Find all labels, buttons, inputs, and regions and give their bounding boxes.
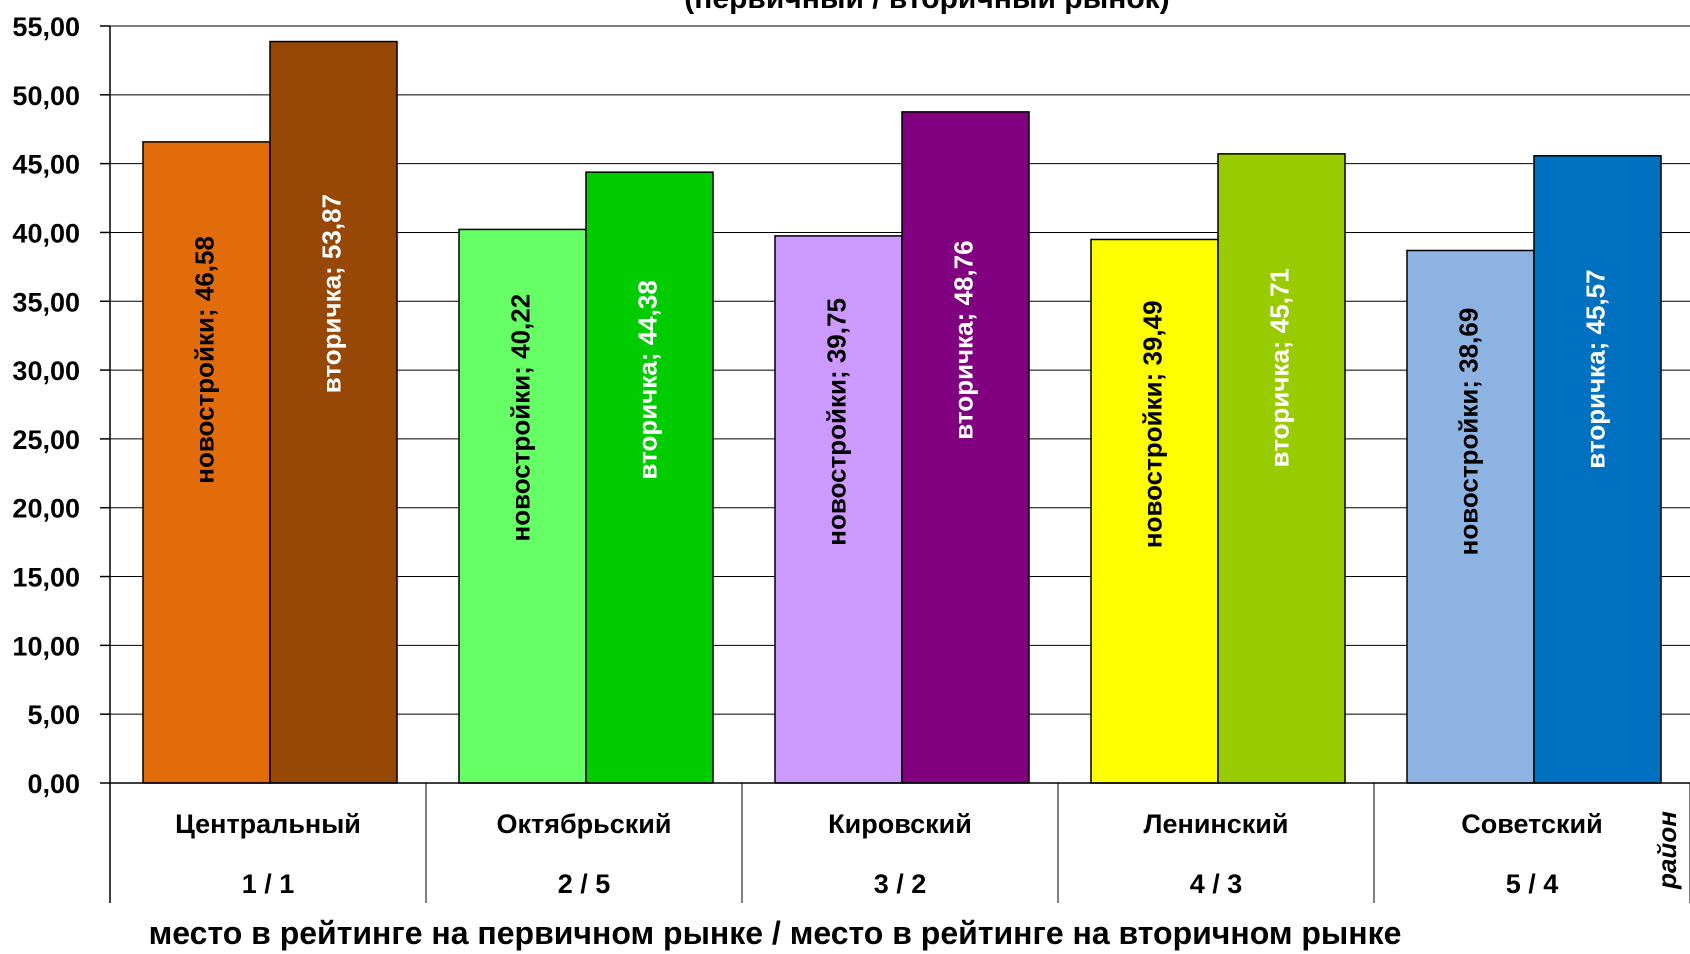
data-label-series-name: вторичка <box>1580 350 1610 469</box>
data-label-series-name: новостройки <box>1137 381 1167 548</box>
data-label-value: 46,58 <box>189 236 219 301</box>
rank-label: 5 / 4 <box>1506 869 1559 899</box>
data-label-separator: ; <box>1580 334 1610 350</box>
data-label-series-name: вторичка <box>632 361 662 480</box>
bar-secondary <box>269 40 398 784</box>
bar-secondary <box>585 171 714 784</box>
data-label: вторичка; 44,38 <box>632 280 662 479</box>
data-label: вторичка; 53,87 <box>316 194 346 393</box>
bar-primary <box>1406 249 1535 784</box>
data-label-value: 45,71 <box>1264 268 1294 333</box>
y-tick-label: 55,00 <box>12 12 80 42</box>
y-tick-label: 15,00 <box>12 563 80 593</box>
data-label-value: 40,22 <box>505 294 535 359</box>
data-label-value: 39,49 <box>1137 300 1167 365</box>
rank-label: 3 / 2 <box>874 869 927 899</box>
y-tick-label: 35,00 <box>12 287 80 317</box>
data-label-value: 53,87 <box>316 194 346 259</box>
category-label: Ленинский <box>1144 809 1289 839</box>
rank-label: 1 / 1 <box>242 869 295 899</box>
y-tick-label: 20,00 <box>12 494 80 524</box>
data-label-value: 44,38 <box>632 280 662 345</box>
y-axis-tick-labels: 0,00 5,00 10,00 15,00 20,00 25,00 30,00 35,00 40… <box>12 12 80 799</box>
data-label: новостройки; 46,58 <box>189 236 219 484</box>
axes <box>109 26 1690 903</box>
data-label-value: 45,57 <box>1580 269 1610 334</box>
data-label-series-name: новостройки <box>1453 389 1483 556</box>
bar-primary <box>458 228 587 784</box>
rank-label: 4 / 3 <box>1190 869 1243 899</box>
y-tick-label: 5,00 <box>27 700 80 730</box>
data-label-series-name: вторичка <box>1264 349 1294 468</box>
data-label-value: 38,69 <box>1453 308 1483 373</box>
category-label: Октябрьский <box>497 809 672 839</box>
y-tick-label: 10,00 <box>12 631 80 661</box>
category-label: Кировский <box>828 809 972 839</box>
data-label-series-name: новостройки <box>505 375 535 542</box>
y-tick-label: 0,00 <box>27 769 80 799</box>
category-label: Советский <box>1461 809 1603 839</box>
chart-title: (первичный / вторичный рынок) <box>684 0 1169 15</box>
data-label-separator: ; <box>505 359 535 375</box>
data-label-separator: ; <box>1264 333 1294 349</box>
bar-primary <box>774 235 903 784</box>
data-label-series-name: вторичка <box>316 274 346 393</box>
data-label-separator: ; <box>1137 366 1167 382</box>
data-label: новостройки; 39,75 <box>821 298 851 546</box>
category-axis-title: район <box>1652 811 1682 890</box>
data-label: вторичка; 48,76 <box>948 240 978 439</box>
data-label-separator: ; <box>632 345 662 361</box>
data-label: новостройки; 40,22 <box>505 294 535 542</box>
data-label: вторичка; 45,71 <box>1264 268 1294 467</box>
data-label-separator: ; <box>189 301 219 317</box>
y-tick-label: 25,00 <box>12 425 80 455</box>
data-label-separator: ; <box>948 305 978 321</box>
data-label-series-name: вторичка <box>948 321 978 440</box>
data-label-separator: ; <box>316 259 346 275</box>
data-label-value: 39,75 <box>821 298 851 363</box>
category-labels: Центральный 1 / 1 Октябрьский 2 / 5 Кировски… <box>175 809 1603 899</box>
x-axis-title: место в рейтинге на первичном рынке / ме… <box>149 915 1402 951</box>
y-tick-label: 40,00 <box>12 218 80 248</box>
rank-label: 2 / 5 <box>558 869 611 899</box>
y-tick-label: 50,00 <box>12 81 80 111</box>
data-label: новостройки; 39,49 <box>1137 300 1167 548</box>
category-label: Центральный <box>175 809 361 839</box>
y-tick-label: 45,00 <box>12 150 80 180</box>
bar-secondary <box>1533 155 1662 784</box>
data-label-separator: ; <box>1453 373 1483 389</box>
bar-primary <box>142 141 271 784</box>
data-label-separator: ; <box>821 363 851 379</box>
bar-secondary <box>1217 153 1346 784</box>
data-label: новостройки; 38,69 <box>1453 308 1483 556</box>
data-label-series-name: новостройки <box>821 379 851 546</box>
bars: новостройки; 46,58 вторичка; 53,87 новостр… <box>142 40 1662 784</box>
y-tick-label: 30,00 <box>12 356 80 386</box>
bar-secondary <box>901 111 1030 784</box>
data-label-value: 48,76 <box>948 240 978 305</box>
data-label-series-name: новостройки <box>189 317 219 484</box>
data-label: вторичка; 45,57 <box>1580 269 1610 468</box>
